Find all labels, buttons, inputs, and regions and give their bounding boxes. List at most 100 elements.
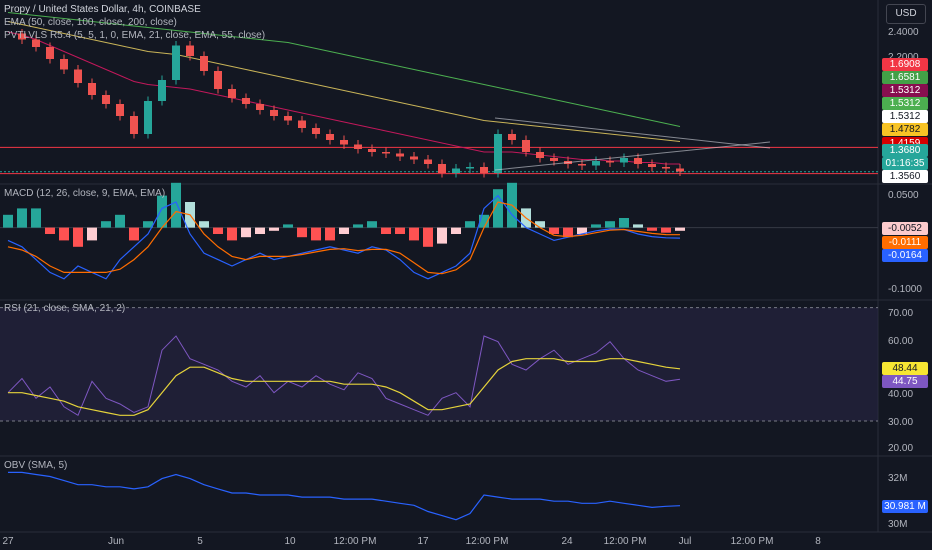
macd-histogram-bar [129, 227, 139, 241]
ema-legend[interactable]: EMA (50, close, 100, close, 200, close) [4, 17, 177, 28]
macd-histogram-bar [115, 214, 125, 228]
price-label-badge: 1.3560 [882, 170, 928, 183]
macd-histogram-bar [633, 224, 643, 228]
trendline [494, 141, 771, 171]
rsi-tick-label: 20.00 [888, 443, 913, 454]
pvt-legend[interactable]: PVTLVLS R5.4 (5, 5, 1, 0, EMA, 21, close… [4, 30, 266, 41]
price-label-badge: 1.6908 [882, 58, 928, 71]
macd-histogram-bar [227, 227, 237, 241]
macd-tick-label: -0.1000 [888, 284, 922, 295]
price-tick-label: 2.2000 [888, 52, 919, 63]
rsi-tick-label: 30.00 [888, 417, 913, 428]
macd-histogram-bar [143, 221, 153, 228]
obv-legend[interactable]: OBV (SMA, 5) [4, 460, 68, 471]
macd-histogram-bar [241, 227, 251, 238]
rsi-band [0, 307, 878, 421]
price-label-badge: 1.4782 [882, 123, 928, 136]
time-tick-label: Jul [679, 536, 692, 547]
candle [634, 158, 642, 164]
macd-histogram-bar [171, 182, 181, 228]
macd-histogram-bar [647, 227, 657, 231]
candle [60, 59, 68, 70]
time-tick-label: 24 [561, 536, 573, 547]
trendline [494, 117, 771, 149]
candle [312, 128, 320, 134]
candle [32, 39, 40, 47]
rsi-legend[interactable]: RSI (21, close, SMA, 21, 2) [4, 303, 126, 314]
obv-line [8, 471, 681, 521]
macd-histogram-bar [591, 224, 601, 228]
candle [340, 140, 348, 145]
macd-histogram-bar [101, 221, 111, 228]
price-label-badge: 01:16:35 [882, 157, 928, 170]
candle [18, 33, 26, 40]
price-tick-label: 2.4000 [888, 27, 919, 38]
candle [74, 69, 82, 83]
candle [102, 95, 110, 104]
rsi-tick-label: 70.00 [888, 308, 913, 319]
macd-histogram-bar [283, 224, 293, 228]
candle [480, 167, 488, 173]
symbol-title: Propy / United States Dollar, 4h, COINBA… [4, 4, 201, 15]
rsi-ma-line [8, 358, 681, 416]
macd-histogram-bar [381, 227, 391, 234]
candle [214, 71, 222, 89]
macd-histogram-bar [297, 227, 307, 238]
candle [270, 110, 278, 116]
macd-histogram-bar [451, 227, 461, 234]
time-tick-label: 17 [417, 536, 429, 547]
candle [284, 116, 292, 121]
macd-histogram-bar [339, 227, 349, 234]
ema-line [7, 12, 681, 127]
currency-button[interactable]: USD [886, 4, 926, 24]
candle [606, 161, 614, 163]
price-label-badge: 1.3680 [882, 144, 928, 157]
macd-histogram-bar [213, 227, 223, 234]
candle [172, 45, 180, 80]
time-tick-label: 10 [284, 536, 296, 547]
candle [424, 159, 432, 164]
candle [676, 168, 684, 172]
candle [452, 168, 460, 173]
macd-histogram-bar [563, 227, 573, 238]
candle [662, 167, 670, 169]
macd-histogram-bar [465, 221, 475, 228]
macd-histogram-bar [493, 189, 503, 228]
candle [186, 45, 194, 56]
macd-histogram-bar [675, 227, 685, 231]
macd-histogram-bar [353, 224, 363, 228]
price-label-badge: 1.5312 [882, 84, 928, 97]
time-tick-label: 12:00 PM [731, 536, 774, 547]
time-tick-label: 5 [197, 536, 203, 547]
rsi-value-badge: 48.44 [882, 362, 928, 375]
macd-histogram-bar [619, 218, 629, 228]
time-tick-label: 12:00 PM [466, 536, 509, 547]
macd-histogram-bar [437, 227, 447, 244]
candle [466, 167, 474, 169]
macd-histogram-bar [269, 227, 279, 231]
macd-histogram-bar [367, 221, 377, 228]
macd-legend[interactable]: MACD (12, 26, close, 9, EMA, EMA) [4, 188, 166, 199]
candle [620, 158, 628, 163]
candle [368, 149, 376, 152]
macd-histogram-bar [73, 227, 83, 247]
signal-line [7, 201, 681, 275]
rsi-line [7, 335, 681, 417]
macd-histogram-bar [395, 227, 405, 234]
time-tick-label: 8 [815, 536, 821, 547]
candle [522, 140, 530, 152]
candle [256, 104, 264, 110]
macd-histogram-bar [311, 227, 321, 241]
macd-histogram-bar [3, 214, 13, 228]
time-tick-label: Jun [108, 536, 124, 547]
time-tick-label: 12:00 PM [604, 536, 647, 547]
time-tick-label: 27 [2, 536, 14, 547]
ema-line [7, 21, 681, 142]
candle [578, 164, 586, 166]
macd-histogram-bar [409, 227, 419, 241]
obv-tick-label: 30M [888, 519, 907, 530]
candle [88, 83, 96, 95]
macd-value-badge: -0.0052 [882, 222, 928, 235]
macd-histogram-bar [31, 208, 41, 228]
